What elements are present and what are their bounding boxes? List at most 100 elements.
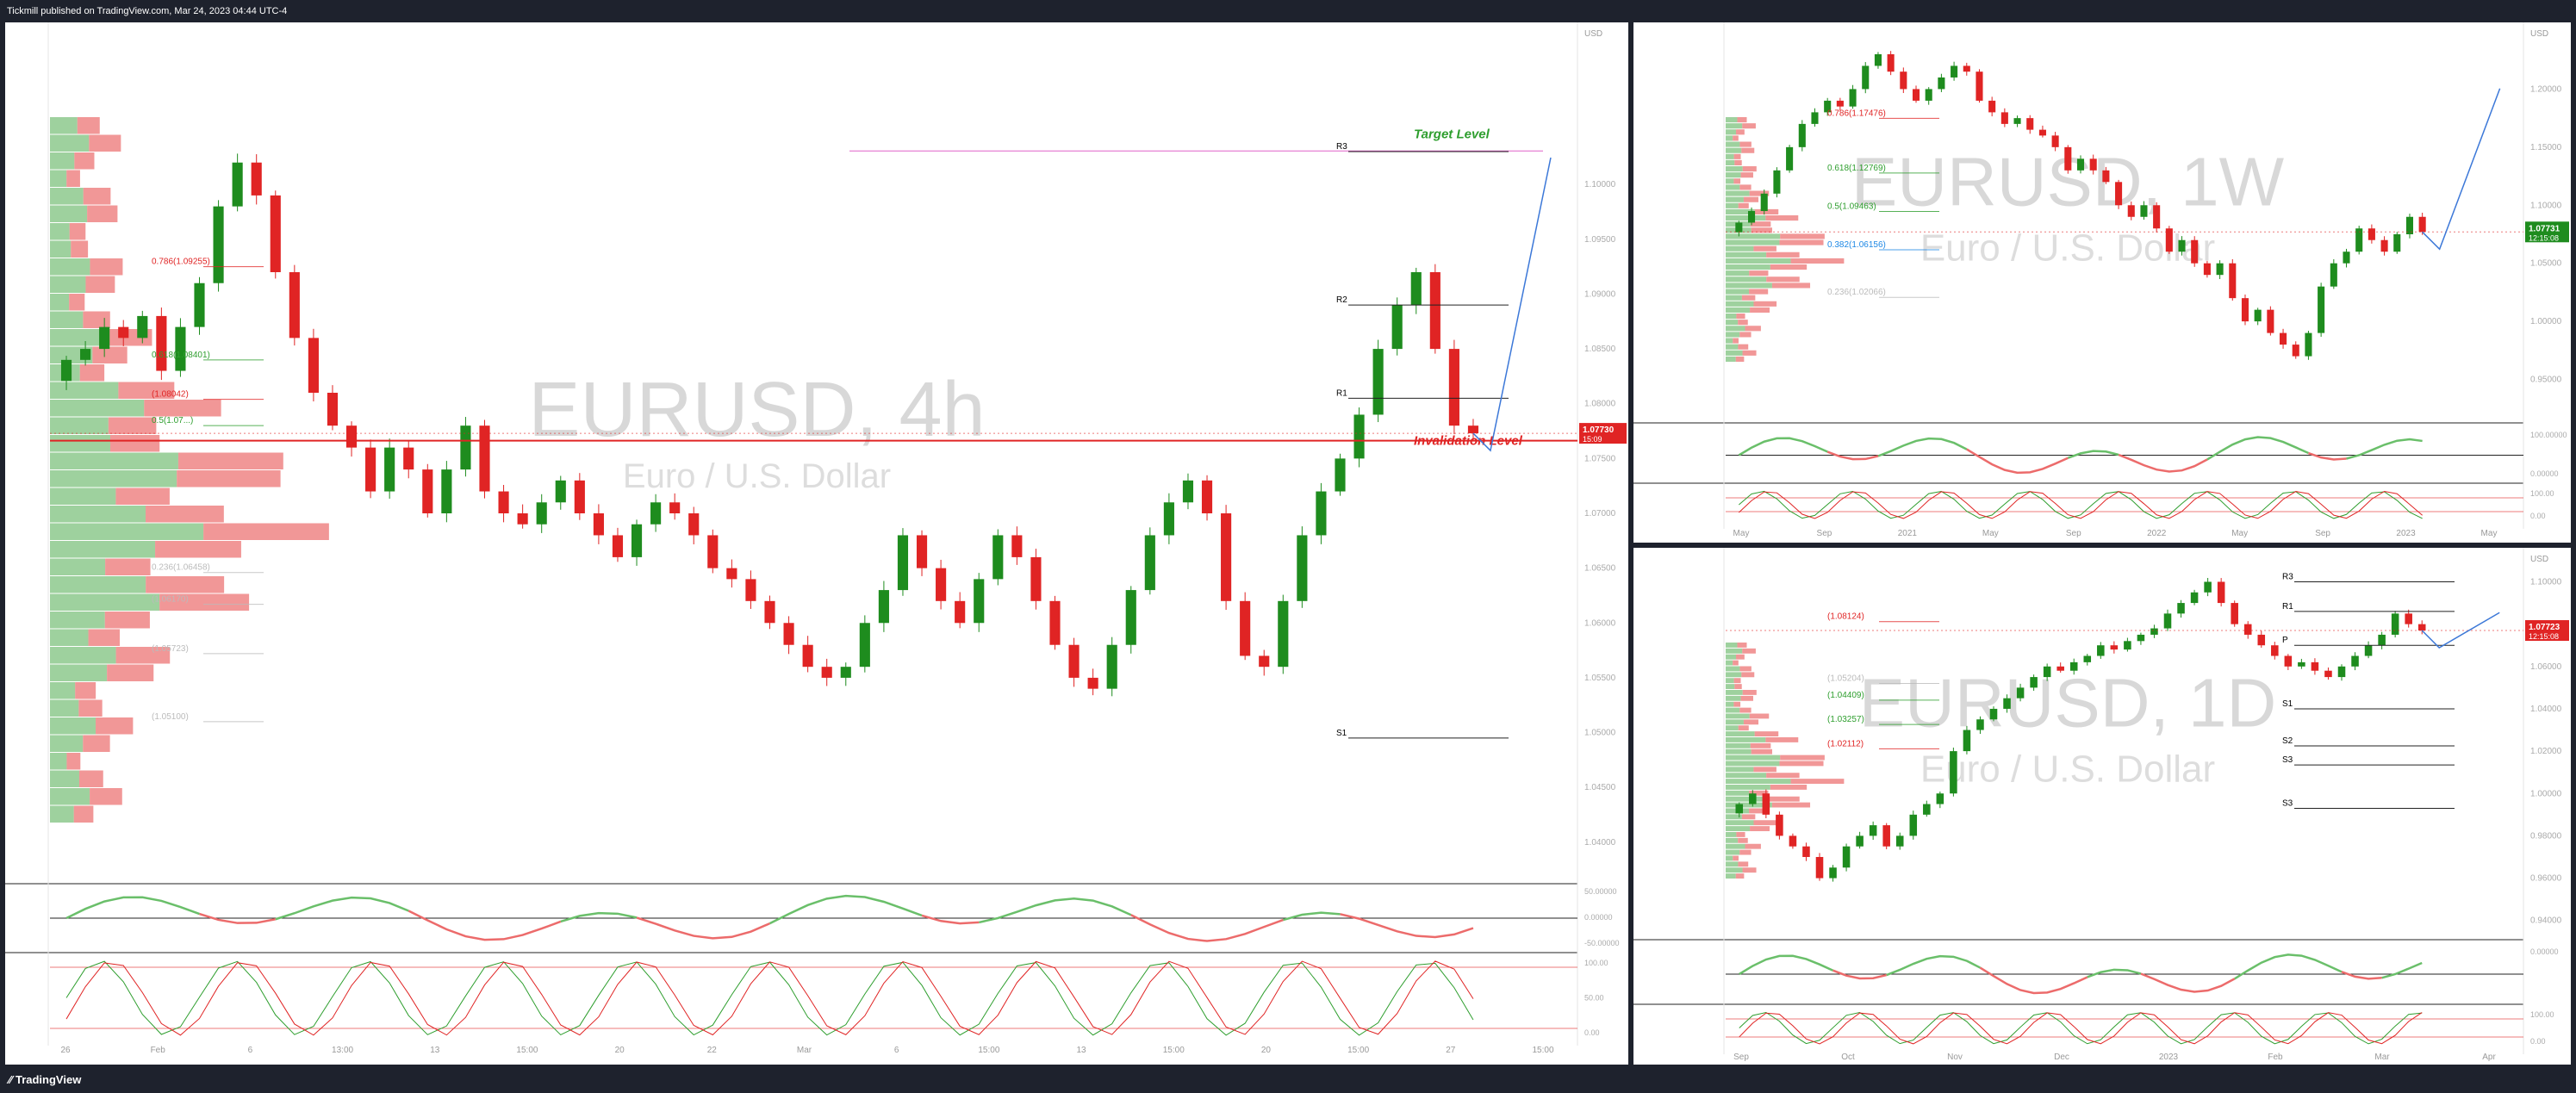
candle-body [1950, 751, 1957, 794]
candle-body [707, 535, 719, 568]
volume-profile-bar-sell [69, 294, 85, 311]
time-tick-label: 2023 [2159, 1053, 2179, 1062]
volume-profile-bar-sell [155, 541, 241, 558]
time-tick-label: 15:00 [1347, 1046, 1369, 1055]
volume-profile-bar-sell [118, 382, 175, 399]
osc1-tick-label: 0.00000 [1584, 913, 1613, 922]
chart-panel-1d[interactable]: EURUSD, 1D Euro / U.S. Dollar USD 1.10000 1.… [1633, 548, 2571, 1065]
volume-profile-bar-sell [1749, 289, 1769, 295]
candle-body [2191, 239, 2199, 264]
price-tick-label: 1.05000 [2530, 259, 2562, 269]
price-tick-label: 1.00000 [2530, 317, 2562, 326]
volume-profile-bar-sell [109, 435, 160, 452]
time-tick-label: 26 [60, 1046, 71, 1055]
volume-profile-bar-sell [1743, 719, 1759, 725]
time-tick-label: Feb [151, 1046, 166, 1055]
current-price-countdown: 15:09 [1583, 435, 1602, 444]
volume-profile-bar-buy [50, 470, 177, 488]
volume-profile-bar-buy [1726, 725, 1739, 731]
volume-profile-bar-buy [1726, 184, 1740, 190]
candle-body [1936, 793, 1944, 804]
chart-panel-1w[interactable]: EURUSD, 1W Euro / U.S. Dollar USD 1.20000 1.… [1633, 22, 2571, 543]
candle-body [1773, 170, 1781, 194]
chart-panel-4h[interactable]: EURUSD, 4h Euro / U.S. Dollar USD 1.10000 1.… [5, 22, 1628, 1065]
volume-profile-bar-buy [50, 223, 70, 240]
candle-body [2292, 345, 2299, 357]
candle-body [1735, 222, 1743, 233]
volume-profile-bar-sell [1766, 796, 1800, 802]
chart-1d-svg[interactable]: EURUSD, 1D Euro / U.S. Dollar USD 1.10000 1.… [1633, 548, 2571, 1065]
level-label: (1.06170) [152, 595, 189, 605]
volume-profile-bar-sell [115, 647, 171, 664]
volume-profile-bar-buy [1726, 849, 1740, 855]
volume-profile-bar-sell [1790, 779, 1845, 784]
candle-body [2150, 628, 2158, 635]
candle-body [2204, 581, 2212, 593]
volume-profile-bar-sell [1742, 867, 1757, 873]
volume-profile-bar-buy [50, 276, 86, 293]
candle-body [1882, 825, 1890, 847]
candle-body [1963, 730, 1971, 752]
volume-profile-bar-sell [1742, 690, 1757, 695]
candle-body [1802, 846, 1810, 857]
candle-body [2298, 661, 2305, 667]
candle-body [213, 206, 224, 283]
candle-body [1976, 719, 1984, 730]
candle-body [1448, 349, 1459, 426]
volume-profile-bar-sell [74, 152, 95, 170]
volume-profile-bar-sell [89, 134, 121, 152]
osc2-tick-label: 50.00 [1584, 994, 1604, 1003]
candle-body [2355, 228, 2363, 252]
volume-profile-bar-sell [92, 346, 128, 363]
volume-profile-bar-buy [50, 664, 108, 681]
candle-body [2051, 135, 2059, 147]
level-label: Invalidation Level [1414, 434, 1523, 449]
candle-body [479, 425, 490, 492]
candle-body [2137, 634, 2145, 642]
current-price-value: 1.07731 [2529, 224, 2560, 233]
volume-profile-bar-buy [1726, 350, 1743, 356]
volume-profile-bar-sell [1733, 660, 1739, 666]
price-tick-label: 1.10000 [2530, 577, 2562, 587]
candle-body [1747, 211, 1756, 223]
chart-4h-svg[interactable]: EURUSD, 4h Euro / U.S. Dollar USD 1.10000 1.… [5, 22, 1628, 1065]
candle-body [1201, 480, 1213, 513]
candle-body [2418, 216, 2426, 233]
candle-body [1030, 556, 1042, 601]
price-tick-label: 0.95000 [2530, 376, 2562, 385]
volume-profile-bar-buy [1726, 270, 1750, 276]
volume-profile-bar-sell [1741, 814, 1756, 820]
candle-body [2271, 645, 2279, 656]
volume-profile-bar-buy [1726, 135, 1733, 141]
volume-profile-bar-buy [1726, 820, 1754, 826]
volume-profile-bar-buy [50, 205, 88, 222]
volume-profile-bar-buy [1726, 314, 1737, 320]
candle-body [384, 447, 395, 492]
candle-body [2378, 634, 2386, 646]
volume-profile-bar-buy [1726, 684, 1735, 689]
price-tick-label: 1.20000 [2530, 84, 2562, 94]
candle-body [2038, 129, 2046, 136]
volume-profile-bar-sell [1739, 666, 1752, 672]
candle-body [2163, 613, 2172, 629]
chart-background [5, 22, 1628, 1065]
candle-body [1011, 535, 1023, 557]
osc2-k-line [1739, 1011, 2423, 1045]
price-tick-label: 1.10000 [2530, 201, 2562, 210]
volume-profile-bar-sell [1745, 326, 1761, 332]
candle-body [1144, 535, 1155, 591]
volume-profile-bar-sell [1766, 252, 1800, 258]
volume-profile-bar-sell [1742, 350, 1757, 356]
candle-body [669, 502, 681, 513]
volume-profile-bar-sell [1770, 785, 1808, 790]
candle-body [2013, 118, 2021, 124]
volume-profile-bar-buy [1726, 695, 1741, 701]
candle-body [2417, 624, 2426, 631]
volume-profile-bar-sell [1754, 208, 1779, 214]
time-tick-label: 20 [1261, 1046, 1272, 1055]
volume-profile-bar-sell [1738, 725, 1749, 731]
publish-text: Tickmill published on TradingView.com, M… [7, 6, 288, 16]
level-label: R3 [2282, 572, 2293, 581]
volume-profile-bar-buy [50, 753, 67, 770]
